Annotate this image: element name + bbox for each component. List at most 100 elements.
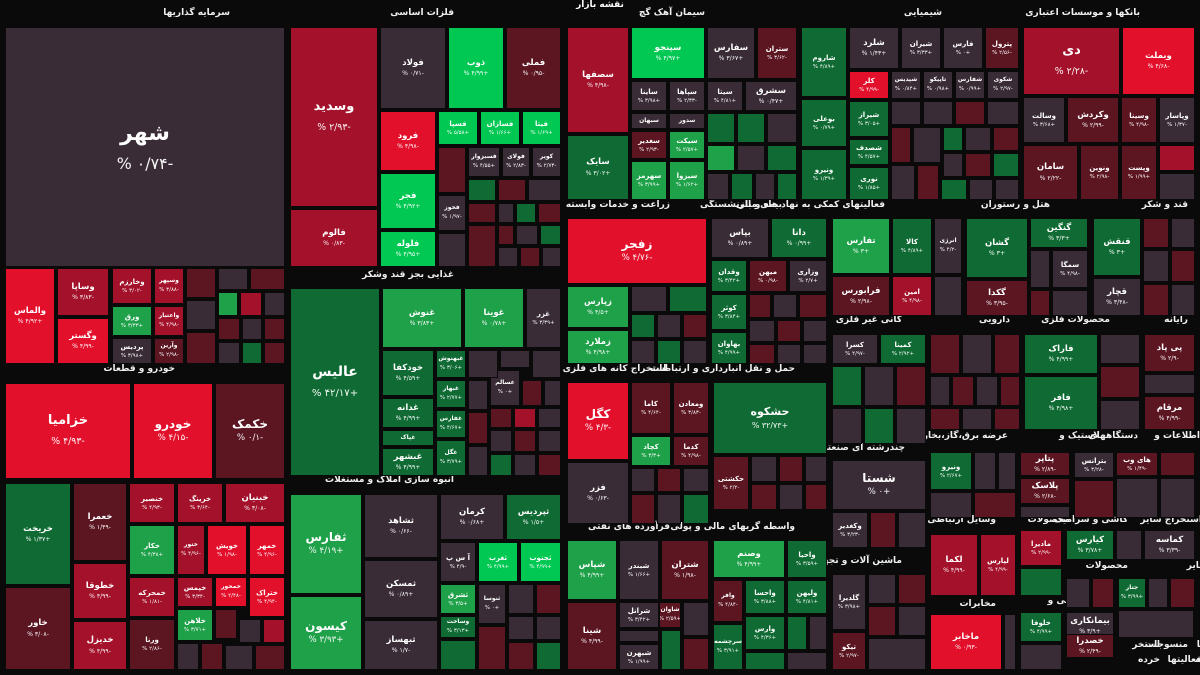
stock-tile[interactable]: وصنم +۴/۹۹ % bbox=[713, 540, 785, 578]
stock-tile[interactable]: خکار +۴/۳۸ % bbox=[129, 525, 175, 575]
stock-tile-small[interactable] bbox=[438, 233, 466, 267]
stock-tile[interactable]: فزر -۰/۶۳ % bbox=[567, 462, 629, 524]
stock-tile-small[interactable] bbox=[468, 179, 496, 201]
stock-tile-small[interactable] bbox=[1160, 478, 1195, 518]
stock-tile[interactable]: ماخابر -۰/۹۳ % bbox=[930, 614, 1002, 670]
stock-tile-small[interactable] bbox=[930, 492, 972, 518]
stock-tile-small[interactable] bbox=[498, 247, 518, 267]
stock-tile-small[interactable] bbox=[498, 203, 514, 223]
stock-tile[interactable]: خزامیا -۴/۹۳ % bbox=[5, 383, 131, 479]
stock-tile[interactable]: کمینا +۲/۹۲ % bbox=[880, 334, 926, 364]
stock-tile[interactable]: خعمرا -۱/۴۹ % bbox=[73, 483, 127, 561]
stock-tile[interactable]: والماس +۴/۹۲ % bbox=[5, 268, 55, 364]
stock-tile-small[interactable] bbox=[1100, 366, 1140, 398]
stock-tile-small[interactable] bbox=[186, 268, 216, 298]
stock-tile[interactable]: فسپا +۵/۵۸ % bbox=[438, 111, 478, 145]
stock-tile-small[interactable] bbox=[868, 574, 896, 604]
stock-tile[interactable]: خلاهن +۳/۷۱ % bbox=[177, 609, 213, 641]
stock-tile-small[interactable] bbox=[943, 127, 963, 151]
stock-tile[interactable]: غپاک bbox=[382, 430, 434, 446]
stock-tile-small[interactable] bbox=[264, 318, 285, 340]
stock-tile-small[interactable] bbox=[542, 247, 561, 267]
stock-tile-small[interactable] bbox=[707, 145, 735, 171]
stock-tile-small[interactable] bbox=[186, 332, 216, 364]
stock-tile-small[interactable] bbox=[864, 408, 894, 444]
stock-tile[interactable]: سغدیر -۲/۹۳ % bbox=[631, 131, 667, 159]
stock-tile[interactable]: امین -۴/۹۸ % bbox=[892, 276, 932, 316]
stock-tile-small[interactable] bbox=[657, 340, 681, 364]
stock-tile[interactable]: پترول -۲/۵۶ % bbox=[985, 27, 1019, 69]
stock-tile-small[interactable] bbox=[536, 584, 561, 614]
stock-tile[interactable]: قنقش +۳ % bbox=[1093, 218, 1141, 276]
stock-tile[interactable]: خرینگ -۳/۶۴ % bbox=[177, 483, 223, 523]
stock-tile[interactable]: وکردش -۲/۹۹ % bbox=[1067, 97, 1119, 143]
stock-tile[interactable]: پردیس +۳/۹۸ % bbox=[112, 338, 152, 364]
stock-tile[interactable]: سفارس +۳/۶۷ % bbox=[707, 27, 755, 79]
stock-tile[interactable]: وآرین -۲/۹۸ % bbox=[154, 338, 184, 364]
stock-tile-small[interactable] bbox=[538, 454, 561, 476]
stock-tile[interactable]: غنوش +۳/۸۳ % bbox=[382, 288, 462, 348]
stock-tile-small[interactable] bbox=[683, 494, 709, 524]
stock-tile[interactable]: شکوی -۲/۹۷ % bbox=[987, 71, 1019, 99]
stock-tile-small[interactable] bbox=[941, 179, 967, 200]
stock-tile[interactable]: غدانه +۴/۹۹ % bbox=[382, 398, 434, 428]
stock-tile-small[interactable] bbox=[898, 512, 926, 548]
stock-tile-small[interactable] bbox=[870, 512, 896, 548]
stock-tile[interactable]: خطوقا -۴/۹۹ % bbox=[73, 563, 127, 619]
stock-tile-small[interactable] bbox=[440, 640, 476, 670]
stock-tile[interactable]: فولاد -۰/۷۱ % bbox=[380, 27, 446, 109]
stock-tile[interactable]: خمهر -۴/۹۶ % bbox=[249, 525, 285, 575]
stock-tile[interactable]: ستران -۳/۶۲ % bbox=[757, 27, 797, 79]
stock-tile-small[interactable] bbox=[536, 616, 561, 640]
stock-tile[interactable]: سبهان bbox=[631, 113, 667, 129]
stock-tile[interactable]: دی -۲/۲۸ % bbox=[1023, 27, 1120, 95]
stock-tile[interactable]: کالا +۴/۸۹ % bbox=[892, 218, 932, 274]
stock-tile[interactable]: قچار -۳/۴۸ % bbox=[1093, 278, 1141, 316]
stock-tile[interactable]: خاور -۳/۰۸ % bbox=[5, 587, 71, 670]
stock-tile[interactable]: ساینا +۳/۹۸ % bbox=[631, 81, 667, 111]
stock-tile-small[interactable] bbox=[1020, 506, 1070, 518]
stock-tile-small[interactable] bbox=[218, 268, 248, 290]
stock-tile-small[interactable] bbox=[528, 179, 561, 201]
stock-tile-small[interactable] bbox=[508, 642, 534, 670]
stock-tile[interactable]: شیران +۳/۳۳ % bbox=[901, 27, 941, 69]
stock-tile[interactable]: لکما -۴/۹۹ % bbox=[930, 534, 978, 596]
stock-tile-small[interactable] bbox=[669, 286, 707, 312]
stock-tile[interactable]: سمگا -۴/۹۸ % bbox=[1052, 250, 1088, 288]
stock-tile[interactable]: سپاها -۲/۳۳ % bbox=[669, 81, 705, 111]
stock-tile-small[interactable] bbox=[218, 292, 238, 316]
stock-tile[interactable]: فلوله +۴/۹۵ % bbox=[380, 231, 436, 267]
stock-tile-small[interactable] bbox=[891, 101, 921, 125]
stock-tile[interactable]: شبندر +۱/۶۶ % bbox=[619, 540, 659, 600]
stock-tile[interactable]: حشکوه +۳۲/۷۳ % bbox=[713, 382, 827, 454]
stock-tile-small[interactable] bbox=[787, 616, 807, 650]
stock-tile[interactable]: کماسه -۳/۳۹ % bbox=[1144, 530, 1195, 560]
stock-tile-small[interactable] bbox=[1116, 530, 1142, 560]
stock-tile-small[interactable] bbox=[930, 408, 960, 430]
stock-tile-small[interactable] bbox=[952, 376, 974, 406]
stock-tile-small[interactable] bbox=[1100, 400, 1140, 430]
stock-tile[interactable]: پتاپر -۲/۸۹ % bbox=[1020, 452, 1070, 476]
stock-tile-small[interactable] bbox=[468, 225, 496, 267]
stock-tile-small[interactable] bbox=[805, 484, 827, 510]
stock-tile[interactable]: شفارس +۰/۹۹ % bbox=[955, 71, 985, 99]
stock-tile[interactable]: گشان +۳ % bbox=[966, 218, 1028, 278]
stock-tile[interactable]: خمحور -۲/۴۸ % bbox=[215, 577, 247, 607]
stock-tile-small[interactable] bbox=[468, 203, 496, 223]
stock-tile[interactable]: خکمک -۰/۱ % bbox=[215, 383, 285, 479]
stock-tile[interactable]: تیکو -۲/۹۷ % bbox=[832, 632, 866, 670]
stock-tile-small[interactable] bbox=[1000, 376, 1020, 406]
stock-tile[interactable]: کلر -۴/۹۹ % bbox=[849, 71, 889, 99]
stock-tile[interactable]: شیراز +۳/۰۵ % bbox=[849, 101, 889, 137]
stock-tile[interactable]: سهرمز +۳/۹۹ % bbox=[631, 161, 667, 200]
stock-tile-small[interactable] bbox=[777, 344, 801, 364]
stock-tile-small[interactable] bbox=[799, 294, 827, 318]
stock-tile[interactable]: ثمسکن +۰/۸۹ % bbox=[364, 560, 438, 618]
stock-tile-small[interactable] bbox=[1143, 218, 1169, 248]
stock-tile[interactable]: خودرو -۴/۱۵ % bbox=[133, 383, 213, 479]
stock-tile-small[interactable] bbox=[898, 574, 926, 604]
stock-tile-small[interactable] bbox=[934, 276, 962, 316]
stock-tile[interactable]: شستا +۰ % bbox=[832, 460, 926, 510]
stock-tile[interactable]: میهن -۰/۹۸ % bbox=[749, 260, 787, 292]
stock-tile-small[interactable] bbox=[1092, 578, 1114, 608]
